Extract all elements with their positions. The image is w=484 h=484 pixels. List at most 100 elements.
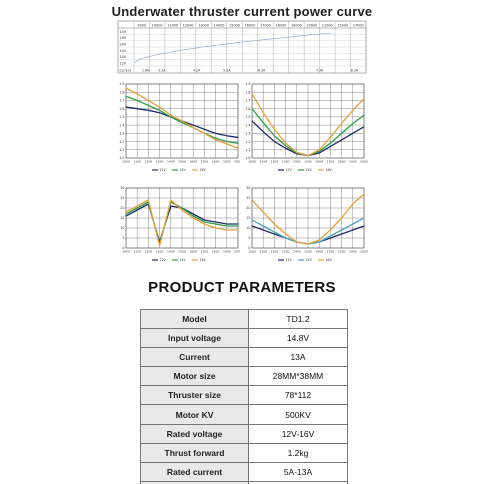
x-tick-label: 1200 <box>271 160 279 164</box>
data-point <box>203 223 205 225</box>
strip-header-label: 14000 <box>214 24 225 28</box>
data-point <box>352 123 354 124</box>
strip-header-label: 15000 <box>337 24 348 28</box>
data-point <box>192 124 194 126</box>
legend-label: 16V <box>200 168 207 172</box>
data-point <box>329 146 331 147</box>
y-tick-label: 15 <box>120 216 124 220</box>
y-tick-label: 1.7 <box>245 99 250 103</box>
param-row: Motor KV 500KV <box>140 404 348 425</box>
legend-label: 14V <box>306 168 313 172</box>
y-tick-label: 1.3 <box>245 132 250 136</box>
data-point <box>251 219 253 221</box>
data-point <box>251 225 253 227</box>
x-tick-label: 1900 <box>349 250 357 254</box>
y-tick-label: 10 <box>246 226 250 230</box>
y-tick-label: 30 <box>120 186 124 190</box>
params-title: PRODUCT PARAMETERS <box>148 279 336 296</box>
strip-header-label: 17000 <box>260 24 271 28</box>
data-point <box>136 108 138 110</box>
x-tick-label: 1400 <box>167 160 175 164</box>
data-point <box>329 136 331 138</box>
data-point <box>181 209 183 211</box>
x-tick-label: 1400 <box>293 250 301 254</box>
legend-label: 12V <box>160 258 167 262</box>
strip-header-label: 18000 <box>276 24 287 28</box>
data-point <box>159 109 161 111</box>
data-point <box>329 235 331 237</box>
strip-header-label: 11000 <box>322 24 333 28</box>
data-point <box>125 211 127 213</box>
param-value: 28MM*38MM <box>248 366 348 387</box>
param-value: 78*112 <box>248 385 348 406</box>
strip-header-label: 15000 <box>229 24 240 28</box>
data-point <box>159 106 161 108</box>
data-point <box>136 93 138 95</box>
data-point <box>273 128 275 130</box>
x-tick-label: 1100 <box>133 160 141 164</box>
data-point <box>215 137 217 139</box>
data-point <box>170 199 172 201</box>
legend-label: 12V <box>286 258 293 262</box>
data-point <box>341 233 343 235</box>
data-point <box>226 229 228 231</box>
data-point <box>273 135 275 137</box>
data-point <box>318 150 320 152</box>
y-tick-label: 20 <box>120 206 124 210</box>
y-tick-label: 5 <box>122 236 124 240</box>
data-point <box>363 126 365 128</box>
data-point <box>318 241 320 243</box>
strip-row-label: 12V <box>120 61 127 65</box>
page-title: Underwater thruster current power curve <box>111 4 373 19</box>
data-point <box>226 135 228 137</box>
x-tick-label: 1600 <box>315 160 323 164</box>
legend-label: 16V <box>326 168 333 172</box>
data-point <box>251 199 253 201</box>
y-tick-label: 1.3 <box>119 132 124 136</box>
x-tick-label: 1100 <box>259 160 267 164</box>
strip-bottom-value: 7.3A <box>316 69 324 73</box>
data-point <box>285 147 287 149</box>
y-tick-label: 1.5 <box>119 115 124 119</box>
x-tick-label: 2000 <box>360 160 368 164</box>
param-row: Rated voltage 12V-16V <box>140 423 348 444</box>
data-point <box>125 95 127 97</box>
param-row: Rated current 5A-13A <box>140 461 348 482</box>
strip-header-label: 19000 <box>291 24 302 28</box>
y-tick-label: 1.0 <box>119 156 124 160</box>
x-tick-label: 1700 <box>327 160 335 164</box>
data-point <box>251 93 253 95</box>
x-tick-label: 1600 <box>315 250 323 254</box>
param-label: Motor size <box>140 366 249 387</box>
data-point <box>285 237 287 239</box>
y-tick-label: 1.8 <box>245 90 250 94</box>
x-tick-label: 1600 <box>189 250 197 254</box>
y-tick-label: 30 <box>246 186 250 190</box>
data-point <box>181 207 183 209</box>
x-tick-label: 1900 <box>223 250 231 254</box>
legend-label: 14V <box>180 258 187 262</box>
data-point <box>226 143 228 145</box>
y-tick-label: 1.9 <box>245 82 250 86</box>
data-point <box>181 122 183 124</box>
data-point <box>307 155 309 156</box>
x-tick-label: 1500 <box>178 250 186 254</box>
data-point <box>341 132 343 134</box>
data-point <box>296 151 298 153</box>
strip-bottom-value: 2.2A <box>158 69 166 73</box>
y-tick-label: 1.6 <box>119 107 124 111</box>
x-tick-label: 1300 <box>282 160 290 164</box>
x-tick-label: 1000 <box>248 250 256 254</box>
data-point <box>215 227 217 229</box>
strip-row-label: 14V <box>120 49 127 53</box>
strip-row-label: 14V <box>120 55 127 59</box>
data-point <box>262 229 264 231</box>
strip-header-label: 11000 <box>167 24 178 28</box>
strip-row-label: 16V <box>120 36 127 40</box>
data-point <box>352 203 354 205</box>
data-point <box>125 215 127 217</box>
x-tick-label: 1700 <box>327 250 335 254</box>
x-tick-label: 1000 <box>248 160 256 164</box>
data-point <box>136 99 138 101</box>
